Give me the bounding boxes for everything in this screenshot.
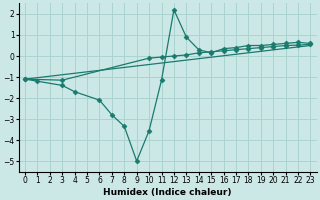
X-axis label: Humidex (Indice chaleur): Humidex (Indice chaleur) (103, 188, 232, 197)
